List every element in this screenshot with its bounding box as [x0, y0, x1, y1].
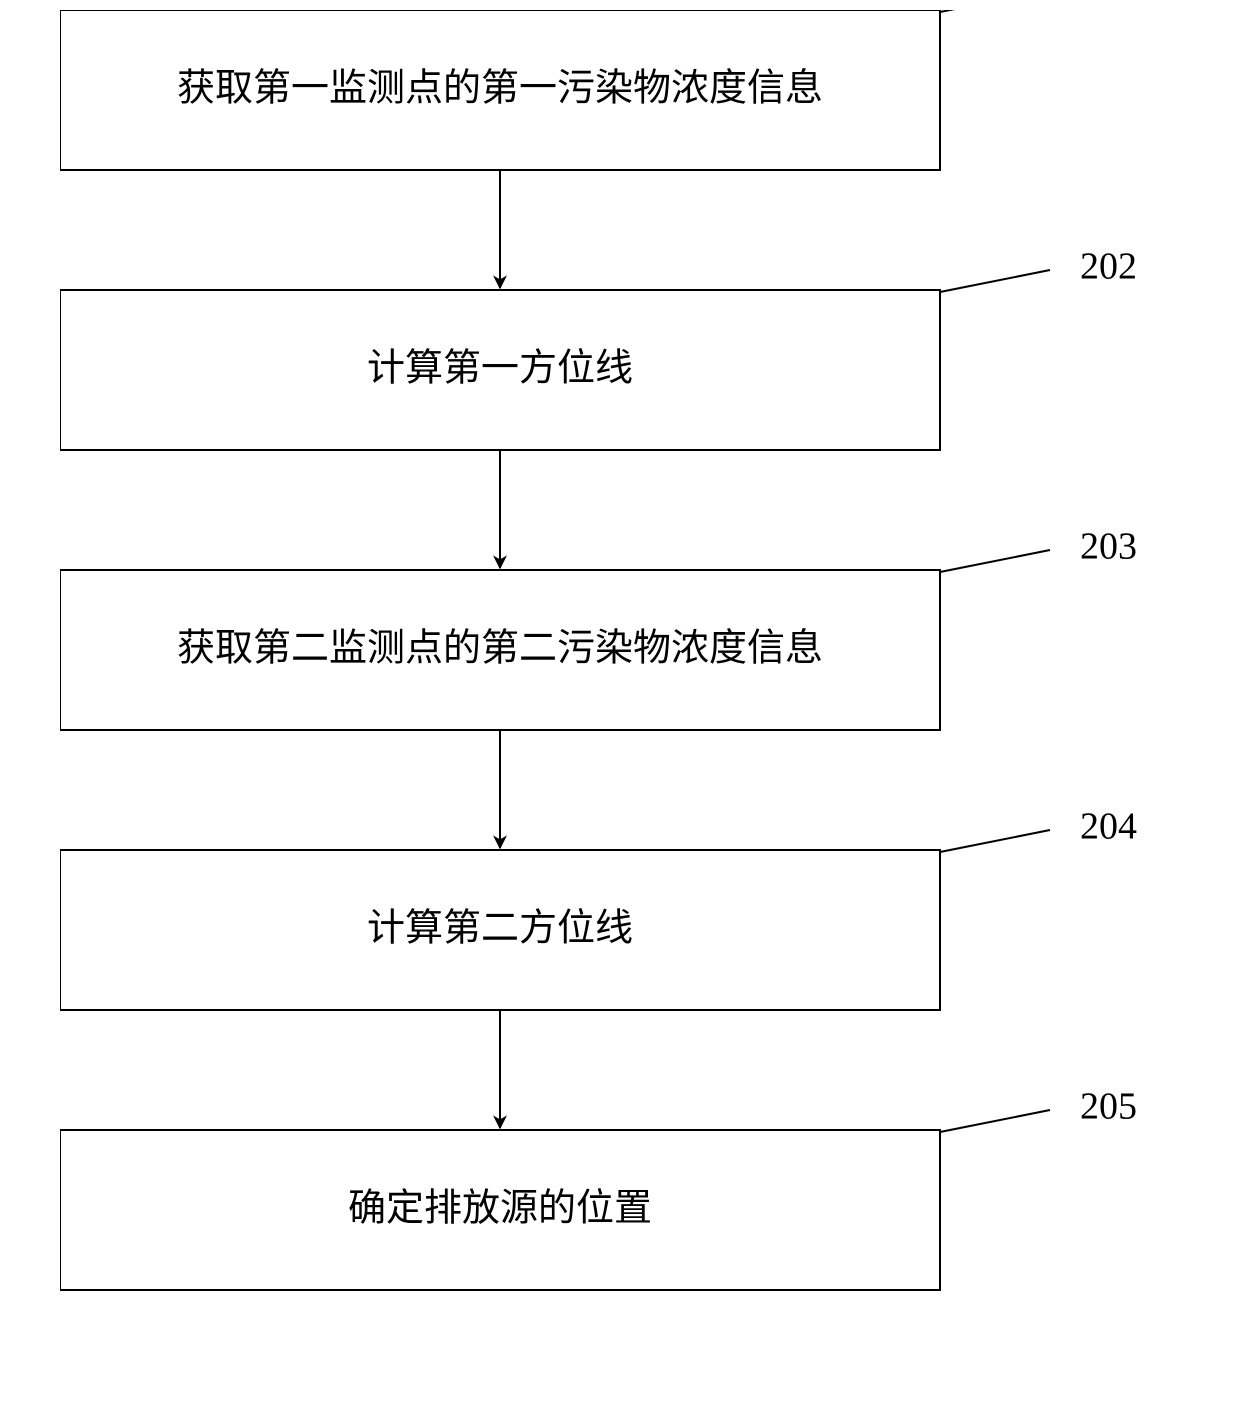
flow-step: 获取第一监测点的第一污染物浓度信息201	[60, 10, 1137, 170]
flow-step-ref: 202	[1080, 246, 1137, 288]
leader-line	[940, 270, 1050, 292]
leader-line	[940, 830, 1050, 852]
flow-step-label: 获取第一监测点的第一污染物浓度信息	[177, 68, 823, 110]
flow-step: 计算第一方位线 202	[60, 246, 1137, 450]
flow-step-label: 获取第二监测点的第二污染物浓度信息	[177, 628, 823, 670]
flow-step-ref: 203	[1080, 526, 1137, 568]
flowchart-svg: 获取第一监测点的第一污染物浓度信息201 计算第一方位线 202 获取第二监测点的第二…	[60, 10, 1180, 1410]
flow-step: 获取第二监测点的第二污染物浓度信息 203	[60, 526, 1137, 730]
flow-step: 确定排放源的位置 205	[60, 1086, 1137, 1290]
flow-step-label: 确定排放源的位置	[348, 1188, 652, 1230]
flow-step-ref: 205	[1080, 1086, 1137, 1128]
flow-step: 计算第二方位线 204	[60, 806, 1137, 1010]
leader-line	[940, 1110, 1050, 1132]
flow-step-ref: 204	[1080, 806, 1137, 848]
leader-line	[940, 550, 1050, 572]
flow-step-label: 计算第二方位线	[367, 908, 633, 950]
flowchart-container: 获取第一监测点的第一污染物浓度信息201 计算第一方位线 202 获取第二监测点的第二…	[60, 10, 1180, 1410]
flow-step-label: 计算第一方位线	[367, 348, 633, 390]
leader-line	[940, 10, 1050, 12]
